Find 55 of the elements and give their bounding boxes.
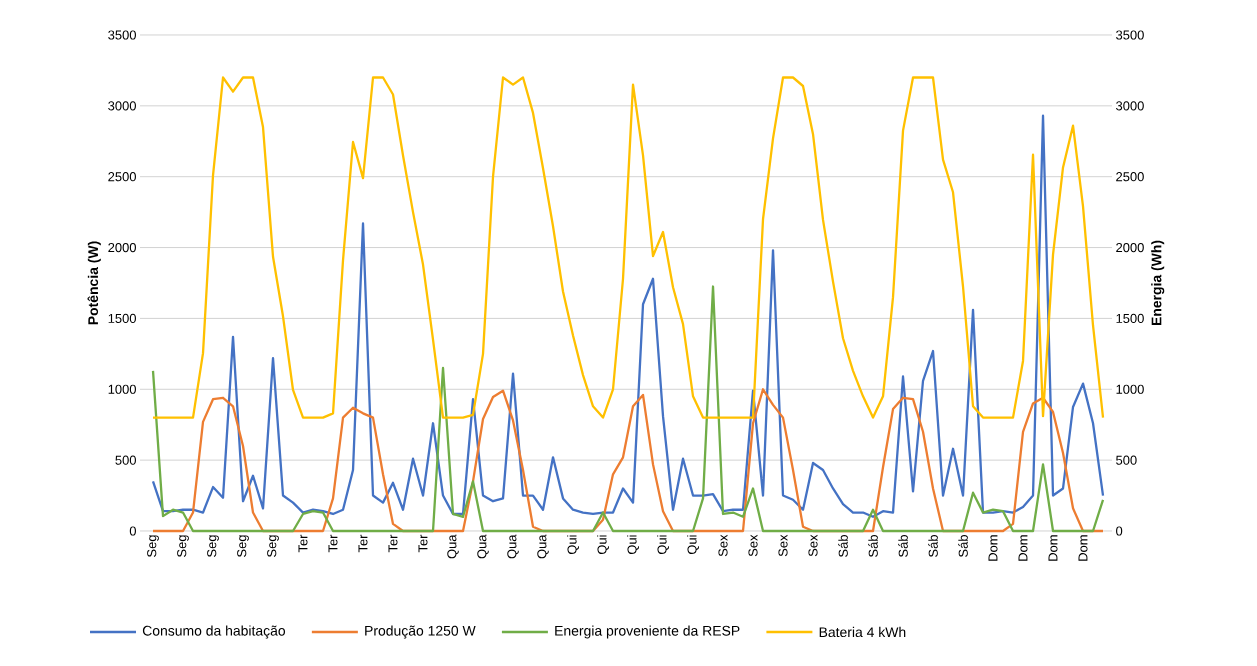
x-tick-label: Seg — [147, 535, 159, 557]
x-tick-label: Sáb — [898, 535, 908, 557]
line-series — [151, 114, 1105, 518]
x-tick-label: Qui — [657, 535, 669, 555]
y2-tick-label: 3500 — [1116, 30, 1144, 40]
y-tick-label: 2500 — [108, 172, 136, 182]
y2-axis-title: Energia (Wh) — [1151, 240, 1165, 326]
x-tick-label: Sex — [748, 534, 758, 557]
x-tick-label: Dom — [1078, 535, 1088, 561]
y-tick-label: 3000 — [108, 101, 136, 111]
x-tick-label: Seg — [207, 535, 219, 557]
x-tick-label: Sáb — [928, 535, 938, 557]
y-tick-label: 2000 — [108, 242, 136, 253]
x-tick-label: Sex — [718, 534, 728, 557]
x-tick-label: Dom — [1048, 535, 1058, 561]
x-tick-label: Seg — [237, 535, 249, 557]
x-tick-label: Ter — [328, 534, 338, 553]
y2-tick-label: 1500 — [1116, 313, 1144, 323]
x-tick-label: Ter — [388, 534, 398, 553]
y-tick-label: 1500 — [108, 313, 136, 323]
x-tick-label: Sex — [778, 534, 788, 557]
x-tick-label: Ter — [418, 534, 428, 553]
x-tick-label: Qua — [507, 534, 519, 559]
x-tick-label: Sáb — [958, 535, 968, 557]
x-tick-label: Qui — [567, 535, 579, 555]
y2-tick-label: 500 — [1116, 455, 1137, 465]
x-tick-label: Qui — [627, 535, 639, 555]
x-tick-label: Qua — [477, 534, 489, 559]
x-tick-label: Qui — [687, 535, 699, 555]
y-axis-title: Potência (W) — [87, 241, 101, 325]
x-tick-label: Dom — [1018, 535, 1028, 561]
legend-label: Energia proveniente da RESP — [555, 625, 740, 639]
y-tick-label: 500 — [115, 455, 136, 465]
x-tick-label: Sex — [808, 534, 818, 557]
y2-tick-label: 0 — [1116, 526, 1123, 536]
x-tick-label: Sáb — [838, 535, 848, 557]
x-tick-label: Seg — [177, 535, 189, 557]
y2-tick-label: 1000 — [1116, 384, 1144, 394]
legend-label: Produção 1250 W — [365, 625, 476, 639]
y-tick-label: 0 — [129, 526, 136, 536]
x-tick-label: Ter — [298, 534, 308, 553]
x-tick-label: Qua — [447, 534, 459, 559]
y2-tick-label: 2000 — [1116, 242, 1144, 253]
x-tick-label: Sáb — [868, 535, 878, 557]
x-tick-label: Ter — [358, 534, 368, 553]
y2-tick-label: 2500 — [1116, 172, 1144, 182]
y-tick-label: 1000 — [108, 384, 136, 394]
y-tick-label: 3500 — [108, 30, 136, 40]
legend-label: Consumo da habitação — [142, 625, 286, 639]
x-tick-label: Dom — [988, 535, 998, 561]
x-tick-label: Qua — [537, 534, 549, 559]
y2-tick-label: 3000 — [1116, 101, 1144, 111]
x-tick-label: Seg — [267, 535, 279, 557]
legend-label: Bateria 4 kWh — [819, 626, 906, 638]
x-tick-label: Qui — [597, 535, 609, 555]
